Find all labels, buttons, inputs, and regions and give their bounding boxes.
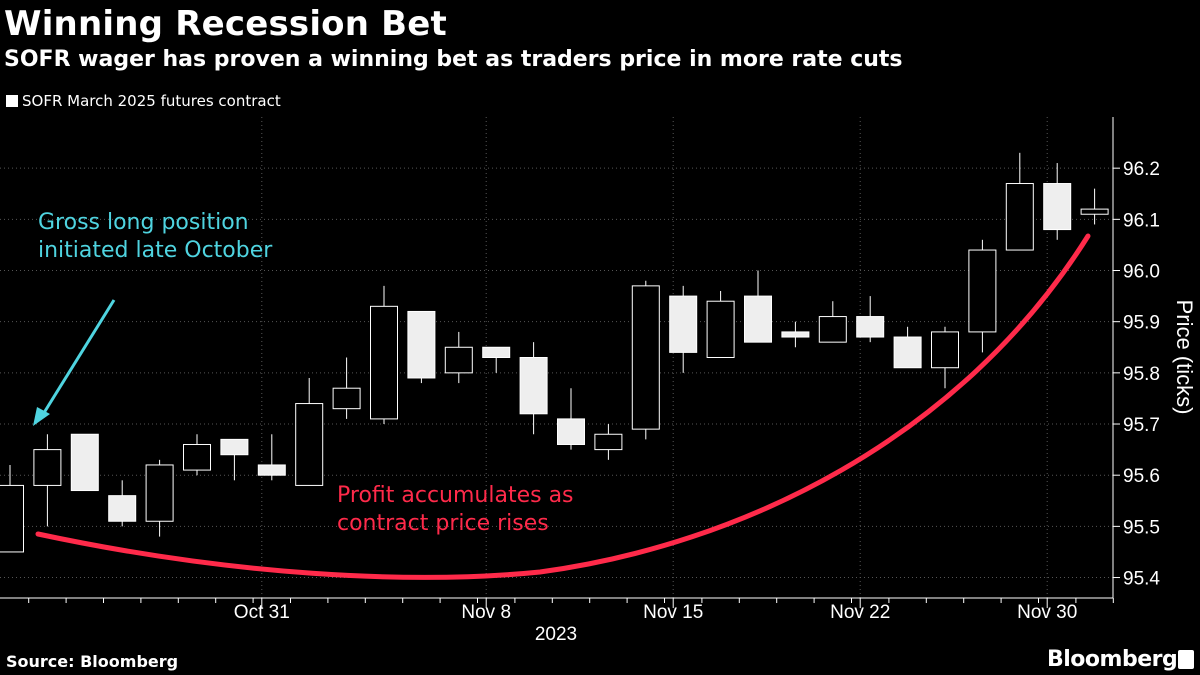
candle-body bbox=[818, 316, 847, 343]
candle bbox=[631, 280, 660, 440]
candle bbox=[220, 438, 249, 481]
chart-title: Winning Recession Bet bbox=[4, 4, 448, 44]
chart-subtitle: SOFR wager has proven a winning bet as t… bbox=[4, 47, 903, 72]
candle bbox=[1080, 188, 1109, 225]
candle-body bbox=[33, 449, 62, 486]
annotation-profit-text: contract price rises bbox=[337, 511, 549, 536]
y-tick-label: 96.1 bbox=[1123, 210, 1160, 231]
y-axis-title: Price (ticks) bbox=[1172, 300, 1197, 415]
candle bbox=[295, 377, 324, 486]
candle-body bbox=[407, 310, 436, 379]
candle-body bbox=[332, 387, 361, 410]
candle-body bbox=[70, 433, 99, 492]
candle-body bbox=[781, 331, 810, 338]
y-tick-label: 95.7 bbox=[1123, 415, 1160, 436]
candle-body bbox=[856, 316, 885, 338]
candle-body bbox=[931, 331, 959, 369]
candle-body bbox=[706, 300, 735, 359]
brand-logo-text: Bloomberg bbox=[1047, 647, 1178, 672]
x-tick-label: Nov 22 bbox=[830, 602, 890, 623]
candle-body bbox=[0, 484, 24, 553]
candle bbox=[145, 459, 174, 537]
candle-body bbox=[145, 464, 174, 522]
annotation-start-text: initiated late October bbox=[38, 238, 273, 263]
candle-body bbox=[444, 346, 473, 374]
annotation-start-arrow-shaft bbox=[40, 299, 116, 417]
legend-swatch bbox=[6, 95, 18, 107]
candle-body bbox=[482, 346, 511, 359]
candle-body bbox=[557, 418, 585, 445]
candle-body bbox=[1080, 208, 1109, 215]
candle-body bbox=[1043, 183, 1072, 231]
candles bbox=[0, 152, 1109, 553]
y-tick-label: 95.9 bbox=[1123, 313, 1160, 334]
candle-body bbox=[669, 295, 698, 353]
candle bbox=[557, 388, 585, 450]
candle-body bbox=[295, 403, 324, 486]
y-tick-label: 95.5 bbox=[1123, 517, 1160, 538]
candle-body bbox=[893, 336, 922, 369]
candle bbox=[370, 285, 398, 425]
candle bbox=[706, 290, 735, 359]
candle bbox=[818, 301, 847, 343]
candle bbox=[70, 433, 99, 492]
x-tick-label: Nov 30 bbox=[1017, 602, 1077, 623]
x-tick-label: Oct 31 bbox=[234, 602, 290, 623]
y-tick-label: 95.8 bbox=[1123, 364, 1160, 385]
candle bbox=[444, 331, 473, 384]
profit-curve bbox=[35, 233, 1091, 580]
candle bbox=[968, 239, 997, 353]
legend-label: SOFR March 2025 futures contract bbox=[22, 92, 281, 110]
candle-body bbox=[1005, 183, 1034, 251]
candle bbox=[669, 285, 698, 373]
candle bbox=[257, 434, 286, 481]
candle bbox=[931, 326, 959, 389]
candle-body bbox=[519, 357, 548, 415]
annotation-profit-text: Profit accumulates as bbox=[337, 483, 574, 508]
candle-body bbox=[631, 285, 660, 430]
y-tick-label: 95.4 bbox=[1123, 569, 1160, 590]
x-tick-label: Nov 15 bbox=[643, 602, 703, 623]
candle-body bbox=[744, 295, 772, 343]
candle bbox=[0, 464, 24, 553]
candle bbox=[332, 357, 361, 419]
candle bbox=[1043, 163, 1072, 240]
bloomberg-terminal-icon bbox=[1178, 650, 1194, 669]
candle bbox=[108, 480, 137, 527]
candle bbox=[183, 434, 211, 476]
x-tick-label: Nov 8 bbox=[461, 602, 511, 623]
y-tick-label: 96.2 bbox=[1123, 159, 1160, 180]
candle-body bbox=[257, 464, 286, 476]
annotation-start-text: Gross long position bbox=[38, 210, 249, 235]
candle-body bbox=[594, 433, 623, 451]
candle bbox=[594, 424, 623, 460]
candle-body bbox=[183, 443, 211, 471]
axes: 95.4 95.5 95.6 95.7 95.8 95.9 96.0 96.1 96.2 Oct … bbox=[0, 117, 1197, 645]
candle bbox=[482, 346, 511, 373]
annotations: Gross long position initiated late Octobe… bbox=[33, 210, 1091, 580]
candle-body bbox=[108, 495, 137, 522]
candle-body bbox=[370, 305, 398, 420]
candle bbox=[407, 310, 436, 384]
candle bbox=[781, 321, 810, 348]
legend: SOFR March 2025 futures contract bbox=[6, 92, 281, 110]
source-note: Source: Bloomberg bbox=[6, 652, 179, 671]
candle bbox=[1005, 152, 1034, 251]
candle bbox=[33, 434, 62, 527]
x-axis-title: 2023 bbox=[535, 624, 577, 645]
candle bbox=[893, 326, 922, 369]
candle bbox=[519, 342, 548, 435]
candle bbox=[744, 270, 772, 343]
y-tick-label: 96.0 bbox=[1123, 262, 1160, 283]
annotation-start-arrow-head bbox=[33, 407, 50, 426]
candle-body bbox=[220, 438, 249, 456]
candle bbox=[856, 296, 885, 343]
candle-body bbox=[968, 249, 997, 333]
y-tick-label: 95.6 bbox=[1123, 466, 1160, 487]
